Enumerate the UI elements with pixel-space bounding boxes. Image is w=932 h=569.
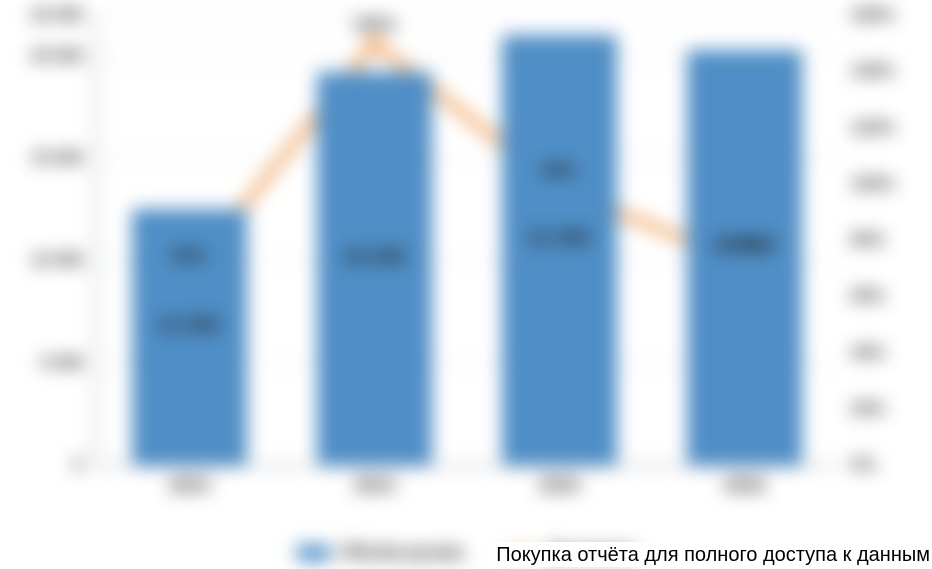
line-value-label: 98% bbox=[542, 161, 576, 181]
bar-swatch-icon bbox=[297, 545, 331, 561]
x-tick-label: 2015 bbox=[539, 475, 579, 496]
bar bbox=[317, 72, 432, 465]
y-right-tick-label: 120% bbox=[837, 118, 894, 138]
y-right-tick-label: 80% bbox=[837, 230, 885, 250]
bar-value-label: 21 000 bbox=[502, 228, 617, 250]
y-right-tick-label: 140% bbox=[837, 61, 894, 81]
x-tick-label: 2014 bbox=[354, 475, 394, 496]
y-right-tick-label: 0% bbox=[837, 455, 876, 475]
line-value-label: 150% bbox=[353, 15, 396, 35]
legend-label: Объём рынка bbox=[341, 542, 464, 563]
y-right-tick-label: 100% bbox=[837, 174, 894, 194]
y-left-tick-label: 0 bbox=[74, 455, 97, 475]
plot-area: 05 00010 00015 00020 00022 0000%20%40%60… bbox=[95, 15, 837, 467]
y-left-tick-label: 5 000 bbox=[40, 353, 97, 373]
bar-value-label: 12 500 bbox=[132, 315, 247, 337]
y-right-tick-label: 20% bbox=[837, 399, 885, 419]
bar bbox=[687, 50, 802, 465]
bar bbox=[502, 35, 617, 465]
y-right-tick-label: 40% bbox=[837, 343, 885, 363]
y-left-tick-label: 20 000 bbox=[31, 46, 97, 66]
line-value-label: 68% bbox=[172, 246, 206, 266]
y-left-tick-label: 22 000 bbox=[31, 5, 97, 25]
gridline bbox=[97, 15, 837, 16]
y-left-tick-label: 15 000 bbox=[31, 148, 97, 168]
chart-container: 0 5 000 10 000 15 000 20 000 22 000 0% 20% 40% 60… bbox=[0, 0, 932, 569]
y-right-tick-label: 160% bbox=[837, 5, 894, 25]
bar-value-label: 19 200 bbox=[317, 247, 432, 269]
legend-item-bar: Объём рынка bbox=[297, 542, 464, 563]
line-value-label: 72% bbox=[727, 235, 761, 255]
x-tick-label: 2016 bbox=[724, 475, 764, 496]
y-left-tick-label: 10 000 bbox=[31, 250, 97, 270]
x-tick-label: 2013 bbox=[169, 475, 209, 496]
watermark-text: Покупка отчёта для полного доступа к дан… bbox=[490, 542, 930, 567]
y-right-tick-label: 60% bbox=[837, 286, 885, 306]
